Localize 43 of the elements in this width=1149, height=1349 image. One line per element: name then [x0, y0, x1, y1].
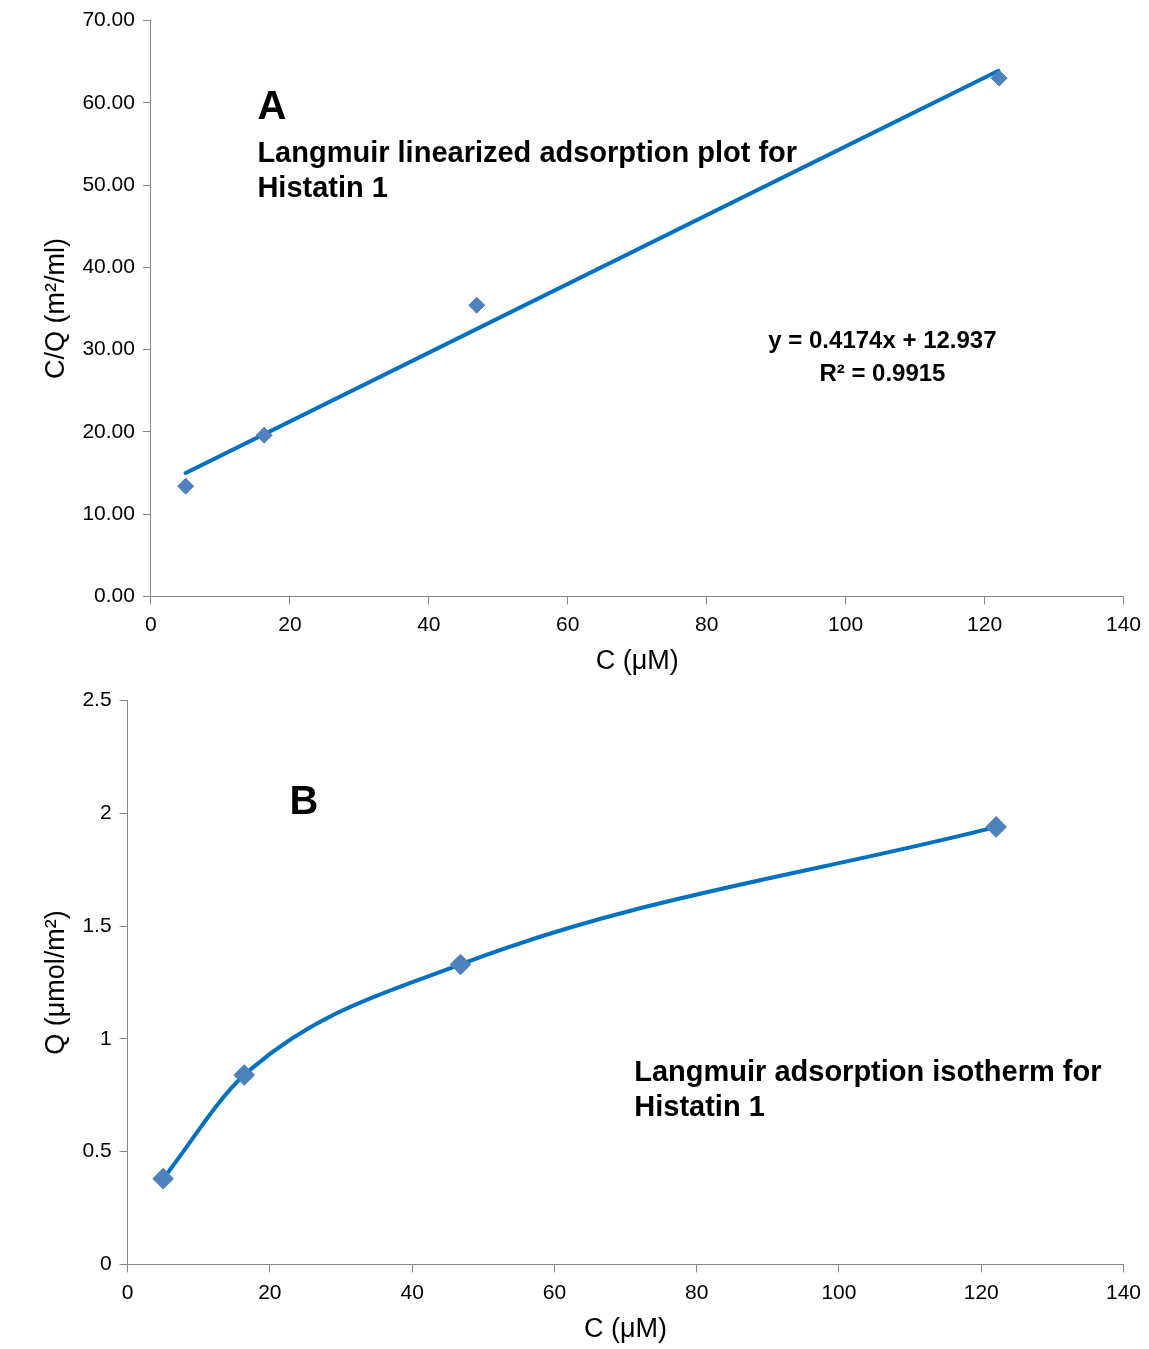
- y-tick-label: 0: [99, 1251, 112, 1275]
- y-tick-label: 0.00: [94, 583, 135, 607]
- y-tick-label: 40.00: [82, 254, 135, 278]
- x-tick-label: 80: [684, 1279, 709, 1303]
- y-tick-label: 1.5: [82, 912, 112, 936]
- x-tick-label: 120: [967, 611, 1003, 635]
- x-tick-label: 20: [278, 611, 302, 635]
- y-axis-title: C/Q (m²/ml): [39, 238, 70, 379]
- x-tick-label: 140: [1105, 611, 1141, 635]
- y-tick-label: 2.5: [82, 687, 112, 711]
- annotation: A: [257, 83, 287, 127]
- x-tick-label: 40: [400, 1279, 424, 1303]
- y-tick-label: 20.00: [82, 418, 135, 442]
- annotation: R² = 0.9915: [819, 358, 946, 386]
- point: [990, 69, 1008, 87]
- x-tick-label: 40: [417, 611, 441, 635]
- point: [468, 296, 486, 314]
- x-tick-label: 0: [145, 611, 157, 635]
- y-tick-label: 1: [99, 1025, 112, 1049]
- annotation: B: [289, 777, 319, 822]
- y-tick-label: 2: [99, 800, 112, 824]
- x-tick-label: 60: [556, 611, 580, 635]
- annotation: y = 0.4174x + 12.937: [768, 326, 997, 354]
- y-tick-label: 50.00: [82, 171, 135, 195]
- y-tick-label: 60.00: [82, 89, 135, 113]
- y-tick-label: 0.5: [82, 1138, 112, 1162]
- annotation: Langmuir adsorption isotherm for Histatin 1: [634, 1054, 1102, 1122]
- point: [177, 477, 195, 495]
- point: [255, 426, 273, 444]
- x-tick-label: 100: [828, 611, 864, 635]
- x-axis-title: C (μM): [584, 1313, 668, 1344]
- x-tick-label: 60: [542, 1279, 567, 1303]
- x-tick-label: 20: [258, 1279, 282, 1303]
- y-tick-label: 10.00: [82, 500, 135, 524]
- y-tick-label: 30.00: [82, 336, 135, 360]
- y-axis-title: Q (μmol/m²): [39, 910, 70, 1055]
- annotation: Langmuir linearized adsorption plot for Histatin 1: [257, 135, 798, 203]
- x-axis-title: C (μM): [595, 645, 679, 676]
- x-tick-label: 140: [1105, 1279, 1141, 1303]
- x-tick-label: 120: [963, 1279, 999, 1303]
- x-tick-label: 100: [821, 1279, 857, 1303]
- x-tick-label: 80: [695, 611, 719, 635]
- y-tick-label: 70.00: [82, 7, 135, 31]
